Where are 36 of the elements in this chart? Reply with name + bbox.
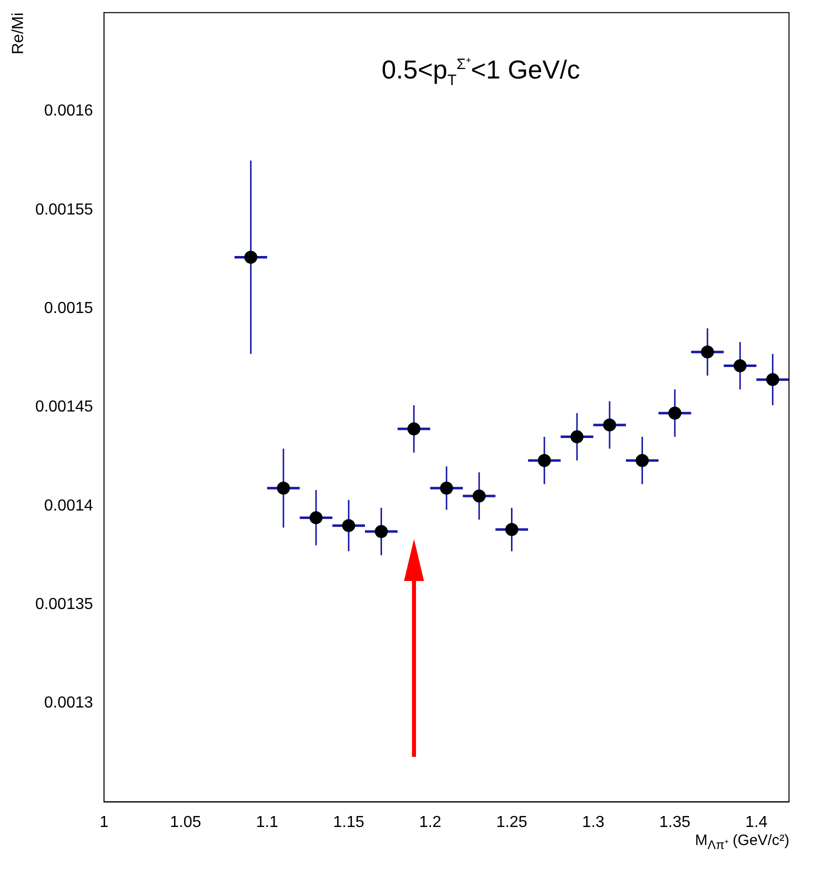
point bbox=[276, 482, 290, 495]
point bbox=[440, 482, 454, 495]
point bbox=[472, 489, 486, 502]
point bbox=[636, 454, 649, 467]
point bbox=[244, 250, 258, 264]
x-tick-label: 1.35 bbox=[659, 814, 691, 831]
point bbox=[374, 525, 388, 538]
point bbox=[310, 511, 323, 524]
y-tick-label: 0.00135 bbox=[35, 596, 94, 613]
x-axis-title: M$_{Λπ⁺}$ (GeV/c²) bbox=[695, 832, 790, 853]
point bbox=[766, 373, 780, 386]
y-tick-label: 0.0014 bbox=[44, 497, 94, 514]
y-tick-label: 0.00155 bbox=[35, 201, 94, 218]
x-tick-label: 1.2 bbox=[419, 814, 442, 831]
point bbox=[538, 454, 551, 467]
point bbox=[570, 430, 584, 444]
x-tick-label: 1.05 bbox=[170, 814, 202, 831]
x-tick-label: 1.3 bbox=[582, 814, 605, 831]
point bbox=[407, 422, 420, 436]
y-tick-label: 0.0013 bbox=[44, 694, 94, 712]
y-tick-label: 0.0015 bbox=[44, 300, 94, 317]
point bbox=[668, 406, 682, 420]
point bbox=[734, 359, 747, 372]
x-tick-label: 1 bbox=[100, 814, 109, 831]
x-tick-label: 1.4 bbox=[745, 814, 768, 831]
point bbox=[342, 519, 356, 532]
x-tick-label: 1.1 bbox=[256, 814, 278, 831]
point bbox=[603, 418, 616, 432]
point bbox=[505, 523, 518, 536]
y-axis-title: Re/Mi bbox=[10, 12, 28, 54]
point bbox=[700, 345, 714, 358]
y-tick-label: 0.00145 bbox=[35, 398, 94, 416]
x-tick-label: 1.25 bbox=[496, 814, 528, 831]
x-tick-label: 1.15 bbox=[333, 814, 364, 831]
y-tick-label: 0.0016 bbox=[44, 102, 94, 120]
text: 0.5<p$_{T}$$^{Σ⁺}$<1 GeV/c bbox=[382, 53, 580, 88]
